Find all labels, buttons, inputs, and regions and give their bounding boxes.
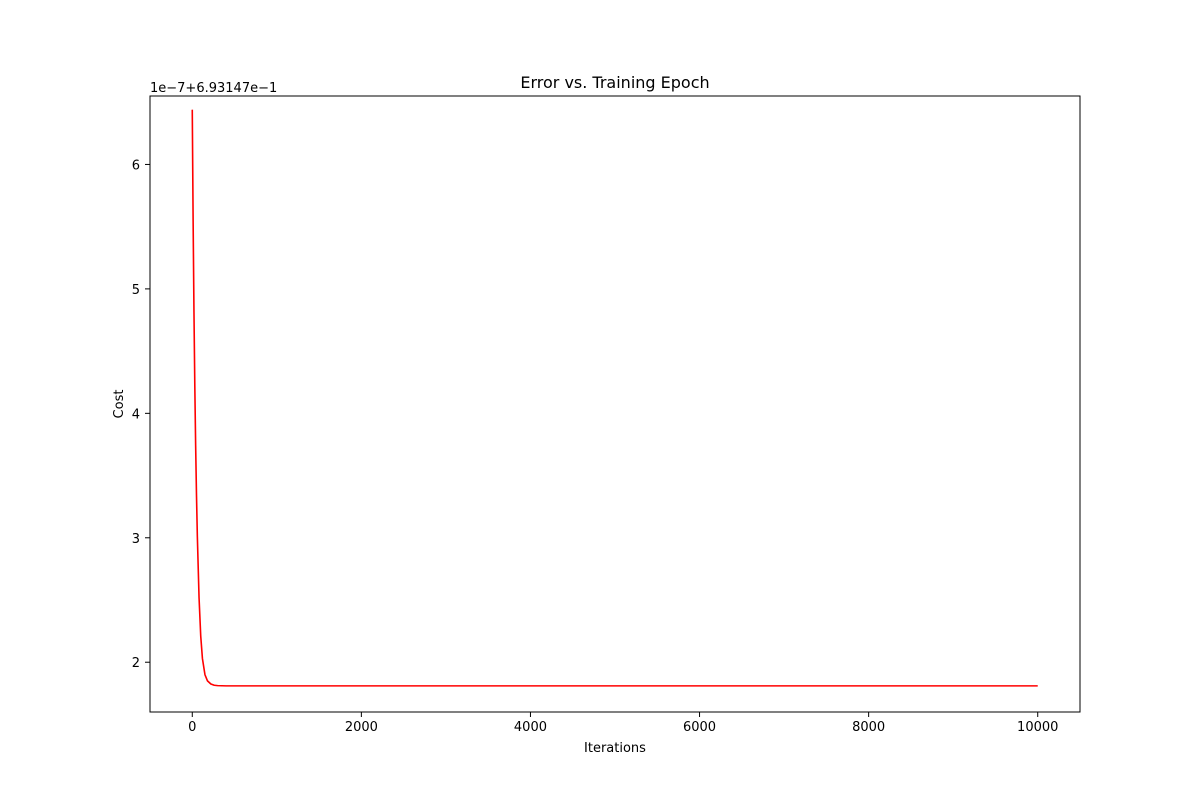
- x-tick-label: 4000: [514, 720, 547, 735]
- series-layer: [191, 109, 1038, 687]
- x-axis-label: Iterations: [584, 741, 646, 756]
- x-tick-label: 0: [188, 720, 196, 735]
- x-tick-label: 8000: [852, 720, 885, 735]
- y-tick-label: 6: [132, 158, 140, 173]
- y-tick-label: 3: [132, 532, 140, 547]
- series-line: [191, 109, 1038, 687]
- chart-title: Error vs. Training Epoch: [520, 73, 709, 92]
- y-tick-label: 5: [132, 283, 140, 298]
- y-tick-label: 4: [132, 407, 140, 422]
- x-tick-label: 10000: [1017, 720, 1058, 735]
- y-axis-offset-label: 1e−7+6.93147e−1: [150, 81, 277, 96]
- plot-frame: [149, 95, 1081, 713]
- y-axis-label: Cost: [112, 390, 127, 419]
- x-tick-label: 6000: [683, 720, 716, 735]
- x-tick-label: 2000: [345, 720, 378, 735]
- y-tick-label: 2: [132, 656, 140, 671]
- ticks-layer: 0 2000 4000 6000 8000 10000 2 3 4 5 6: [132, 158, 1059, 735]
